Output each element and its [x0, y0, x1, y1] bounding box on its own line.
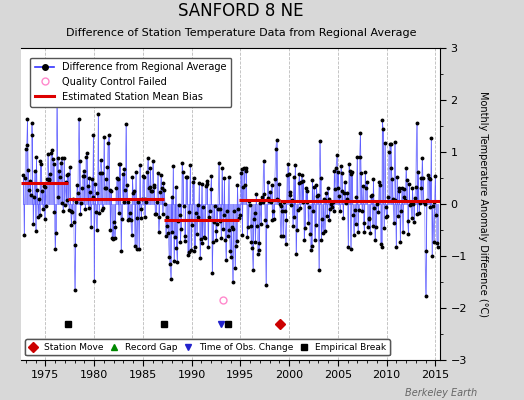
- Text: Difference of Station Temperature Data from Regional Average: Difference of Station Temperature Data f…: [66, 28, 416, 38]
- Text: SANFORD 8 NE: SANFORD 8 NE: [178, 2, 304, 20]
- Y-axis label: Monthly Temperature Anomaly Difference (°C): Monthly Temperature Anomaly Difference (…: [478, 91, 488, 317]
- Text: Berkeley Earth: Berkeley Earth: [405, 388, 477, 398]
- Legend: Station Move, Record Gap, Time of Obs. Change, Empirical Break: Station Move, Record Gap, Time of Obs. C…: [26, 339, 390, 356]
